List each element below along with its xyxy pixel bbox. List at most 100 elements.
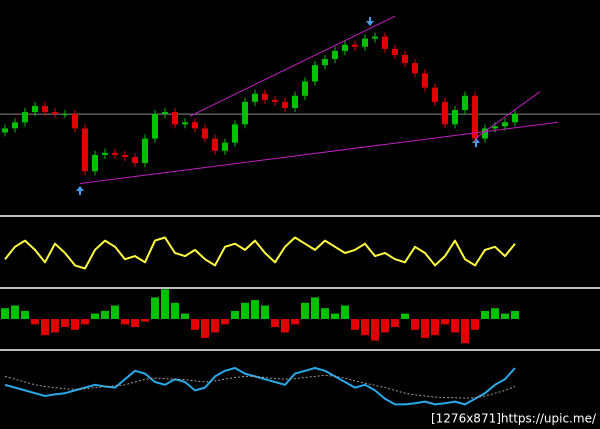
candle-body <box>172 112 178 125</box>
histogram-bar <box>301 302 309 319</box>
histogram-bar <box>21 310 29 319</box>
histogram-bar <box>381 319 389 333</box>
histogram-bar <box>211 319 219 333</box>
candle-body <box>452 110 458 125</box>
candle-body <box>502 122 508 127</box>
candle-body <box>262 93 268 100</box>
candle-body <box>462 95 468 111</box>
candle-body <box>222 142 228 151</box>
candle-body <box>2 128 8 133</box>
histogram-bar <box>511 310 519 319</box>
histogram-bar <box>221 319 229 325</box>
histogram-bar <box>331 313 339 319</box>
histogram-bar <box>151 297 159 319</box>
candle-body <box>102 152 108 155</box>
histogram-bar <box>11 305 19 319</box>
candle-body <box>432 87 438 102</box>
histogram-bar <box>261 305 269 319</box>
histogram-bar <box>341 305 349 319</box>
histogram-bar <box>61 319 69 328</box>
candle-body <box>202 128 208 139</box>
candle-body <box>52 112 58 115</box>
histogram-bar <box>421 319 429 338</box>
candle-body <box>412 63 418 74</box>
candle-body <box>142 138 148 164</box>
trend-line <box>189 15 396 117</box>
candle-body <box>332 50 338 60</box>
histogram-bar <box>201 319 209 338</box>
histogram-bar <box>251 300 259 319</box>
histogram-bar <box>451 319 459 333</box>
candle-body <box>372 36 378 39</box>
footer-box <box>436 409 600 429</box>
candle-body <box>252 93 258 102</box>
candle-body <box>312 65 318 82</box>
candle-body <box>282 101 288 108</box>
signal-arrow <box>366 17 374 26</box>
histogram-bar <box>41 319 49 336</box>
indicator-line <box>4 367 516 406</box>
histogram-bar <box>181 313 189 319</box>
histogram-bar <box>161 289 169 319</box>
histogram-bar <box>241 302 249 319</box>
candle-body <box>512 114 518 123</box>
histogram-bar <box>401 313 409 319</box>
histogram-bar <box>471 319 479 330</box>
candle-body <box>122 154 128 157</box>
histogram-bar <box>131 319 139 328</box>
histogram-bar <box>461 319 469 344</box>
histogram-bar <box>291 319 299 325</box>
histogram-bar <box>111 305 119 319</box>
histogram-bar <box>171 302 179 319</box>
candle-body <box>232 124 238 143</box>
candle-body <box>472 95 478 139</box>
candle-body <box>322 59 328 66</box>
signal-arrow <box>472 138 480 147</box>
candle-body <box>72 114 78 129</box>
candle-body <box>242 101 248 125</box>
histogram-bar <box>391 319 399 328</box>
trend-line <box>79 121 559 184</box>
histogram-bar <box>431 319 439 336</box>
histogram-bar <box>361 319 369 336</box>
histogram-bar <box>351 319 359 330</box>
candle-body <box>292 95 298 108</box>
candle-body <box>342 44 348 51</box>
histogram-bar <box>231 310 239 319</box>
histogram-bar <box>311 297 319 319</box>
candle-body <box>62 114 68 116</box>
candle-body <box>442 101 448 125</box>
histogram-bar <box>141 319 149 322</box>
histogram-bar <box>91 313 99 319</box>
candle-body <box>192 122 198 129</box>
candle-body <box>22 112 28 123</box>
candle-body <box>382 36 388 49</box>
histogram-bar <box>321 308 329 319</box>
candle-body <box>302 81 308 96</box>
candle-body <box>422 73 428 88</box>
histogram-bar <box>411 319 419 330</box>
histogram-bar <box>481 310 489 319</box>
candle-body <box>212 138 218 151</box>
candle-body <box>162 112 168 115</box>
candle-body <box>82 128 88 172</box>
histogram-bar <box>51 319 59 333</box>
histogram-bar <box>281 319 289 333</box>
candle-body <box>272 99 278 102</box>
signal-arrow <box>76 186 84 195</box>
indicator-line <box>4 236 516 270</box>
candle-body <box>12 122 18 129</box>
candle-body <box>352 44 358 47</box>
candle-body <box>392 48 398 55</box>
histogram-bar <box>501 313 509 319</box>
candle-body <box>182 122 188 125</box>
candle-body <box>32 105 38 113</box>
candle-body <box>42 105 48 113</box>
histogram-bar <box>31 319 39 325</box>
histogram-bar <box>71 319 79 330</box>
candle-body <box>112 152 118 155</box>
trend-line <box>474 91 541 140</box>
candle-body <box>132 156 138 164</box>
